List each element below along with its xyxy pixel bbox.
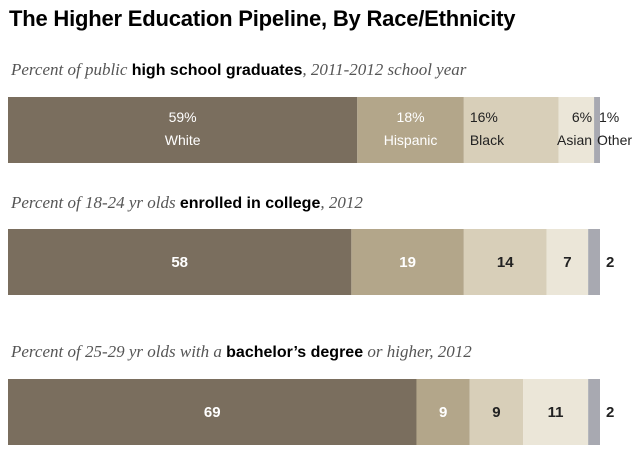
value-label: 1% bbox=[599, 109, 619, 125]
subtitle-text: Percent of 25-29 yr olds with a bbox=[11, 342, 227, 361]
bar-segment-hispanic bbox=[351, 229, 464, 295]
bar-segment-other bbox=[594, 97, 600, 163]
bar-segment-black bbox=[463, 229, 547, 295]
value-label: 9 bbox=[492, 404, 500, 421]
bar-segment-asian bbox=[558, 97, 595, 163]
bar-segment-black bbox=[463, 97, 559, 163]
value-label: 2 bbox=[606, 404, 614, 421]
category-label: Hispanic bbox=[384, 132, 438, 148]
subtitle-text: Percent of 18-24 yr olds bbox=[11, 193, 180, 212]
value-label: 2 bbox=[606, 254, 614, 271]
value-label: 58 bbox=[171, 254, 188, 271]
value-label: 59% bbox=[169, 109, 197, 125]
category-label: Other bbox=[597, 132, 632, 148]
subtitle-text: Percent of public bbox=[11, 60, 132, 79]
subtitle-text: or higher, 2012 bbox=[363, 342, 472, 361]
bar-segment-hispanic bbox=[357, 97, 464, 163]
subtitle-text: , 2012 bbox=[320, 193, 363, 212]
subtitle-bachelors-degree: Percent of 25-29 yr olds with a bachelor… bbox=[11, 342, 472, 362]
category-label: Black bbox=[470, 132, 505, 148]
bar-segment-white bbox=[8, 229, 352, 295]
bar-segment-other bbox=[588, 379, 600, 445]
value-label: 6% bbox=[572, 109, 592, 125]
value-label: 19 bbox=[399, 254, 416, 271]
value-label: 11 bbox=[548, 404, 564, 421]
value-label: 69 bbox=[204, 404, 221, 421]
value-label: 18% bbox=[397, 109, 425, 125]
subtitle-high-school-graduates: Percent of public high school graduates,… bbox=[11, 60, 466, 80]
bar-segment-white bbox=[8, 97, 358, 163]
subtitle-emphasis: bachelor’s degree bbox=[226, 344, 364, 361]
value-label: 16% bbox=[470, 109, 498, 125]
value-label: 7 bbox=[563, 254, 571, 271]
bar-segment-asian bbox=[546, 229, 589, 295]
category-label: White bbox=[165, 132, 201, 148]
bar-segment-other bbox=[588, 229, 600, 295]
bar-segment-black bbox=[469, 379, 524, 445]
bar-segment-hispanic bbox=[416, 379, 470, 445]
value-label: 9 bbox=[439, 404, 447, 421]
subtitle-emphasis: high school graduates bbox=[131, 62, 303, 79]
bar-segment-white bbox=[8, 379, 417, 445]
bar-segment-asian bbox=[523, 379, 589, 445]
chart-title: The Higher Education Pipeline, By Race/E… bbox=[9, 6, 516, 31]
subtitle-text: , 2011-2012 school year bbox=[302, 60, 467, 79]
value-label: 14 bbox=[497, 254, 514, 271]
subtitle-emphasis: enrolled in college bbox=[179, 195, 321, 212]
category-label: Asian bbox=[557, 132, 592, 148]
subtitle-enrolled-in-college: Percent of 18-24 yr olds enrolled in col… bbox=[11, 193, 363, 213]
